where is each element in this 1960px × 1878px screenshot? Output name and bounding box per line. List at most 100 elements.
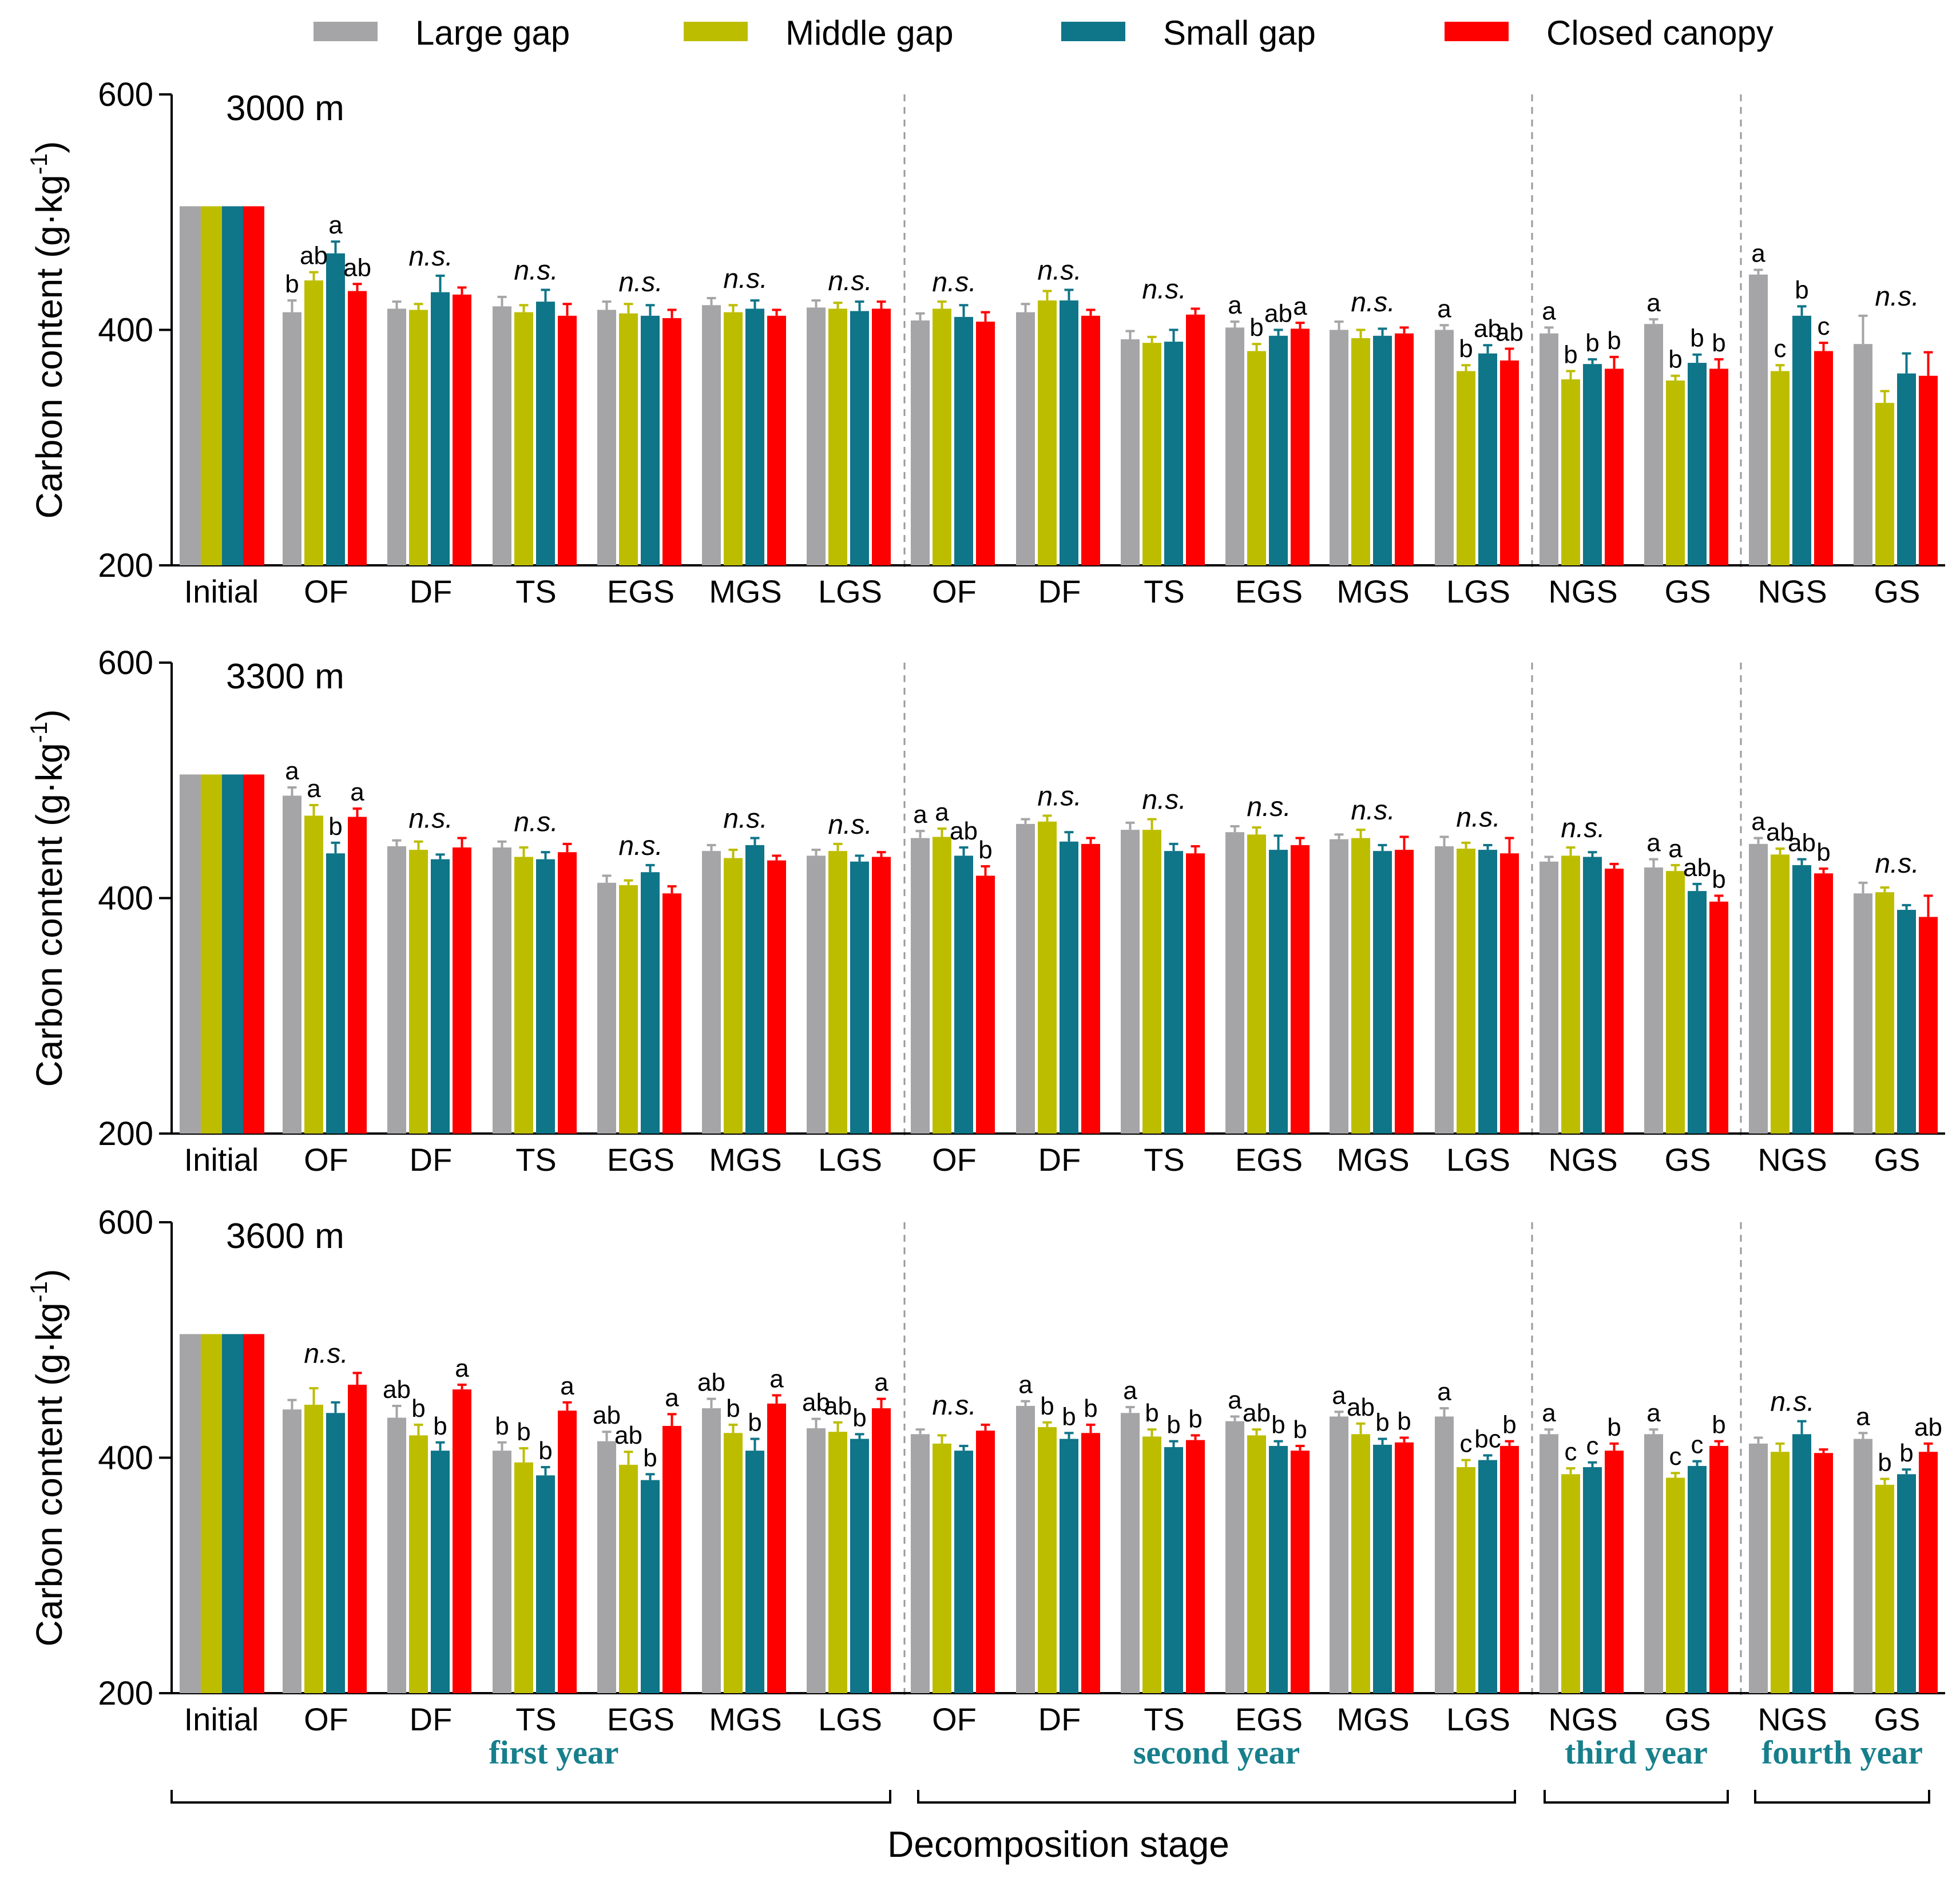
y-tick-label: 600 [98,644,153,682]
bar-small-gap [1373,335,1392,565]
bar-small-gap [1060,841,1078,1134]
bar-closed-canopy [243,774,264,1134]
significance-letter: b [1062,1402,1076,1431]
bar-small-gap [222,1334,243,1693]
legend-label: Closed canopy [1546,14,1773,52]
category-label: TS [1144,1701,1185,1737]
significance-label: n.s. [828,810,872,840]
bar-middle-gap [1666,871,1685,1134]
bar-large-gap [597,310,616,565]
bar-large-gap [283,312,301,565]
bar-small-gap [1688,1465,1707,1693]
bar-closed-canopy [1186,1440,1205,1693]
legend-label: Middle gap [785,14,954,52]
category-label: TS [515,1701,557,1737]
significance-letter: b [495,1412,509,1440]
y-tick-label: 400 [98,312,153,349]
category-label: OF [304,573,348,609]
bar-large-gap [1540,861,1558,1134]
significance-letter: b [1607,327,1621,355]
y-axis-title: Carbon content (g·kg-1) [25,141,70,519]
bar-middle-gap [409,310,428,565]
category-label: NGS [1548,1701,1617,1737]
significance-letter: b [285,270,299,298]
bar-large-gap [702,1408,721,1693]
bar-large-gap [1330,330,1348,565]
category-label: GS [1665,1142,1711,1178]
bar-large-gap [1016,312,1035,565]
bar-closed-canopy [1395,850,1414,1134]
bar-closed-canopy [348,817,367,1134]
bar-middle-gap [304,815,323,1134]
bar-large-gap [807,855,826,1134]
bar-middle-gap [1771,371,1790,565]
bar-middle-gap [724,312,743,565]
significance-label: n.s. [1037,781,1081,811]
significance-letter: c [1691,1431,1704,1459]
category-label: MGS [709,573,782,609]
significance-letter: b [1564,341,1577,369]
bar-small-gap [954,316,973,565]
bar-small-gap [1897,373,1916,565]
year-label: second year [1133,1734,1300,1771]
year-bracket [1544,1790,1729,1804]
bar-closed-canopy [1709,1445,1728,1693]
y-tick-label: 400 [98,880,153,917]
bar-large-gap [283,1409,301,1693]
significance-letter: ab [343,253,371,282]
bar-small-gap [431,1451,450,1693]
category-label: OF [932,1701,977,1737]
significance-label: n.s. [408,804,453,834]
bar-small-gap [745,845,764,1134]
bar-small-gap [850,861,869,1134]
bar-large-gap [1749,843,1768,1134]
bar-large-gap [1644,1434,1663,1693]
category-label: TS [515,1142,557,1178]
significance-letter: b [1878,1449,1891,1477]
bar-small-gap [1164,851,1183,1134]
significance-letter: ab [1474,315,1502,343]
bar-closed-canopy [662,893,681,1134]
bar-large-gap [1435,330,1454,565]
bar-middle-gap [304,1404,323,1693]
bar-closed-canopy [348,291,367,565]
significance-label: n.s. [932,267,976,298]
bar-closed-canopy [976,322,995,565]
significance-letter: a [1646,829,1661,857]
y-tick-label: 600 [98,76,153,113]
bar-middle-gap [201,774,222,1134]
bar-middle-gap [201,1334,222,1693]
legend-swatch-large-gap [314,22,378,41]
category-label: EGS [1235,1701,1303,1737]
bar-middle-gap [1666,380,1685,565]
panel-title: 3600 m [226,1217,344,1256]
category-label: NGS [1548,1142,1617,1178]
y-tick-label: 200 [98,1675,153,1712]
category-label: DF [1038,1701,1081,1737]
bar-small-gap [1060,1439,1078,1693]
significance-letter: b [433,1412,447,1440]
bar-closed-canopy [767,1403,786,1693]
category-label: GS [1665,1701,1711,1737]
bar-large-gap [1330,839,1348,1134]
bar-large-gap [807,1428,826,1693]
significance-letter: a [1646,1399,1661,1427]
category-label: MGS [1336,1701,1410,1737]
significance-label: n.s. [723,264,767,294]
category-label: DF [410,573,453,609]
bar-large-gap [1016,1405,1035,1693]
bar-middle-gap [1351,838,1370,1134]
bar-middle-gap [304,280,323,565]
bar-large-gap [180,1334,201,1693]
bar-large-gap [702,851,721,1134]
bar-large-gap [1121,339,1140,565]
bar-closed-canopy [243,1334,264,1693]
category-label: OF [304,1701,348,1737]
bar-small-gap [954,1451,973,1693]
legend-label: Large gap [415,14,570,52]
bar-closed-canopy [1605,369,1624,565]
category-label: DF [410,1701,453,1737]
significance-label: n.s. [514,807,558,838]
bar-small-gap [1583,857,1602,1134]
category-label: LGS [1446,1142,1510,1178]
